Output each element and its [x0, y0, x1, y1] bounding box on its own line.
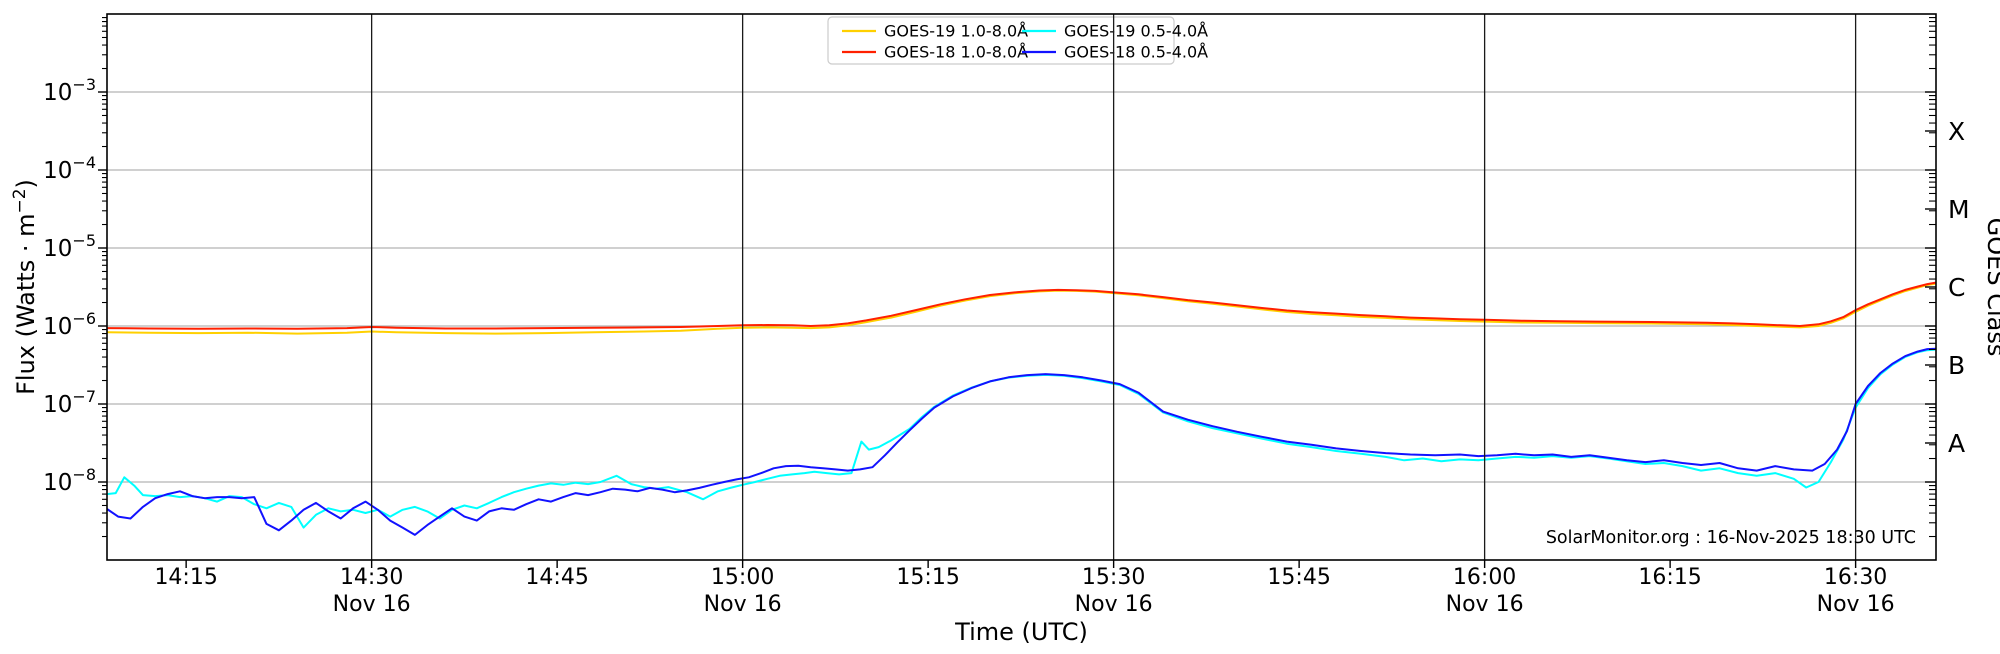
- x-tick-1600: 16:00: [1453, 565, 1516, 590]
- legend-label: GOES-18 0.5-4.0Å: [1064, 43, 1208, 62]
- vertical-gridlines: [370, 14, 1857, 560]
- x-axis-label: Time (UTC): [954, 618, 1088, 646]
- x-tick-1530: 15:30: [1082, 565, 1145, 590]
- y-tick-label-1e-6: 10−6: [43, 309, 96, 340]
- x-tick-date: Nov 16: [1075, 592, 1153, 617]
- goes-class-m: M: [1948, 195, 1970, 224]
- y-tick-label-1e-8: 10−8: [43, 465, 96, 496]
- x-tick-1615: 16:15: [1638, 565, 1701, 590]
- x-tick-1415: 14:15: [154, 565, 217, 590]
- right-axis-label: GOES Class: [1982, 218, 2000, 357]
- y-axis-left: 10−3 10−4 10−5 10−6 10−7 10−8: [43, 17, 107, 538]
- legend-label: GOES-18 1.0-8.0Å: [884, 43, 1028, 62]
- series-goes18-short: [107, 347, 1936, 536]
- x-tick-1430: 14:30: [340, 565, 403, 590]
- watermark-solarmonitor: SolarMonitor.org : 16-Nov-2025 18:30 UTC: [1546, 528, 1916, 548]
- x-tick-date: Nov 16: [704, 592, 782, 617]
- goes-class-x: X: [1948, 117, 1965, 146]
- legend-label: GOES-19 1.0-8.0Å: [884, 22, 1028, 41]
- y-tick-label-1e-7: 10−7: [43, 387, 96, 418]
- x-tick-1500: 15:00: [711, 565, 774, 590]
- legend-box: [827, 16, 1175, 65]
- series-goes18-long: [107, 281, 1936, 330]
- legend-label: GOES-19 0.5-4.0Å: [1064, 22, 1208, 41]
- goes-class-b: B: [1948, 351, 1965, 380]
- y-tick-label-1e-5: 10−5: [43, 231, 96, 262]
- x-tick-1515: 15:15: [896, 565, 959, 590]
- x-tick-1545: 15:45: [1267, 565, 1330, 590]
- y-axis-right: X M C B A: [1925, 17, 1970, 538]
- x-tick-date: Nov 16: [1817, 592, 1895, 617]
- goes-class-a: A: [1948, 429, 1965, 458]
- y-tick-label-1e-4: 10−4: [43, 153, 96, 184]
- y-axis-label: Flux (Watts · m−2): [10, 179, 40, 395]
- series-goes19-short: [107, 348, 1936, 529]
- x-tick-1630: 16:30: [1824, 565, 1887, 590]
- x-tick-1445: 14:45: [525, 565, 588, 590]
- goes-class-c: C: [1948, 273, 1965, 302]
- legend: GOES-19 1.0-8.0Å GOES-18 1.0-8.0Å GOES-19 …: [827, 16, 1208, 65]
- horizontal-gridlines: [107, 91, 1936, 483]
- y-tick-label-1e-3: 10−3: [43, 75, 96, 106]
- x-tick-date: Nov 16: [1446, 592, 1524, 617]
- series-lines: [107, 281, 1936, 536]
- x-tick-date: Nov 16: [333, 592, 411, 617]
